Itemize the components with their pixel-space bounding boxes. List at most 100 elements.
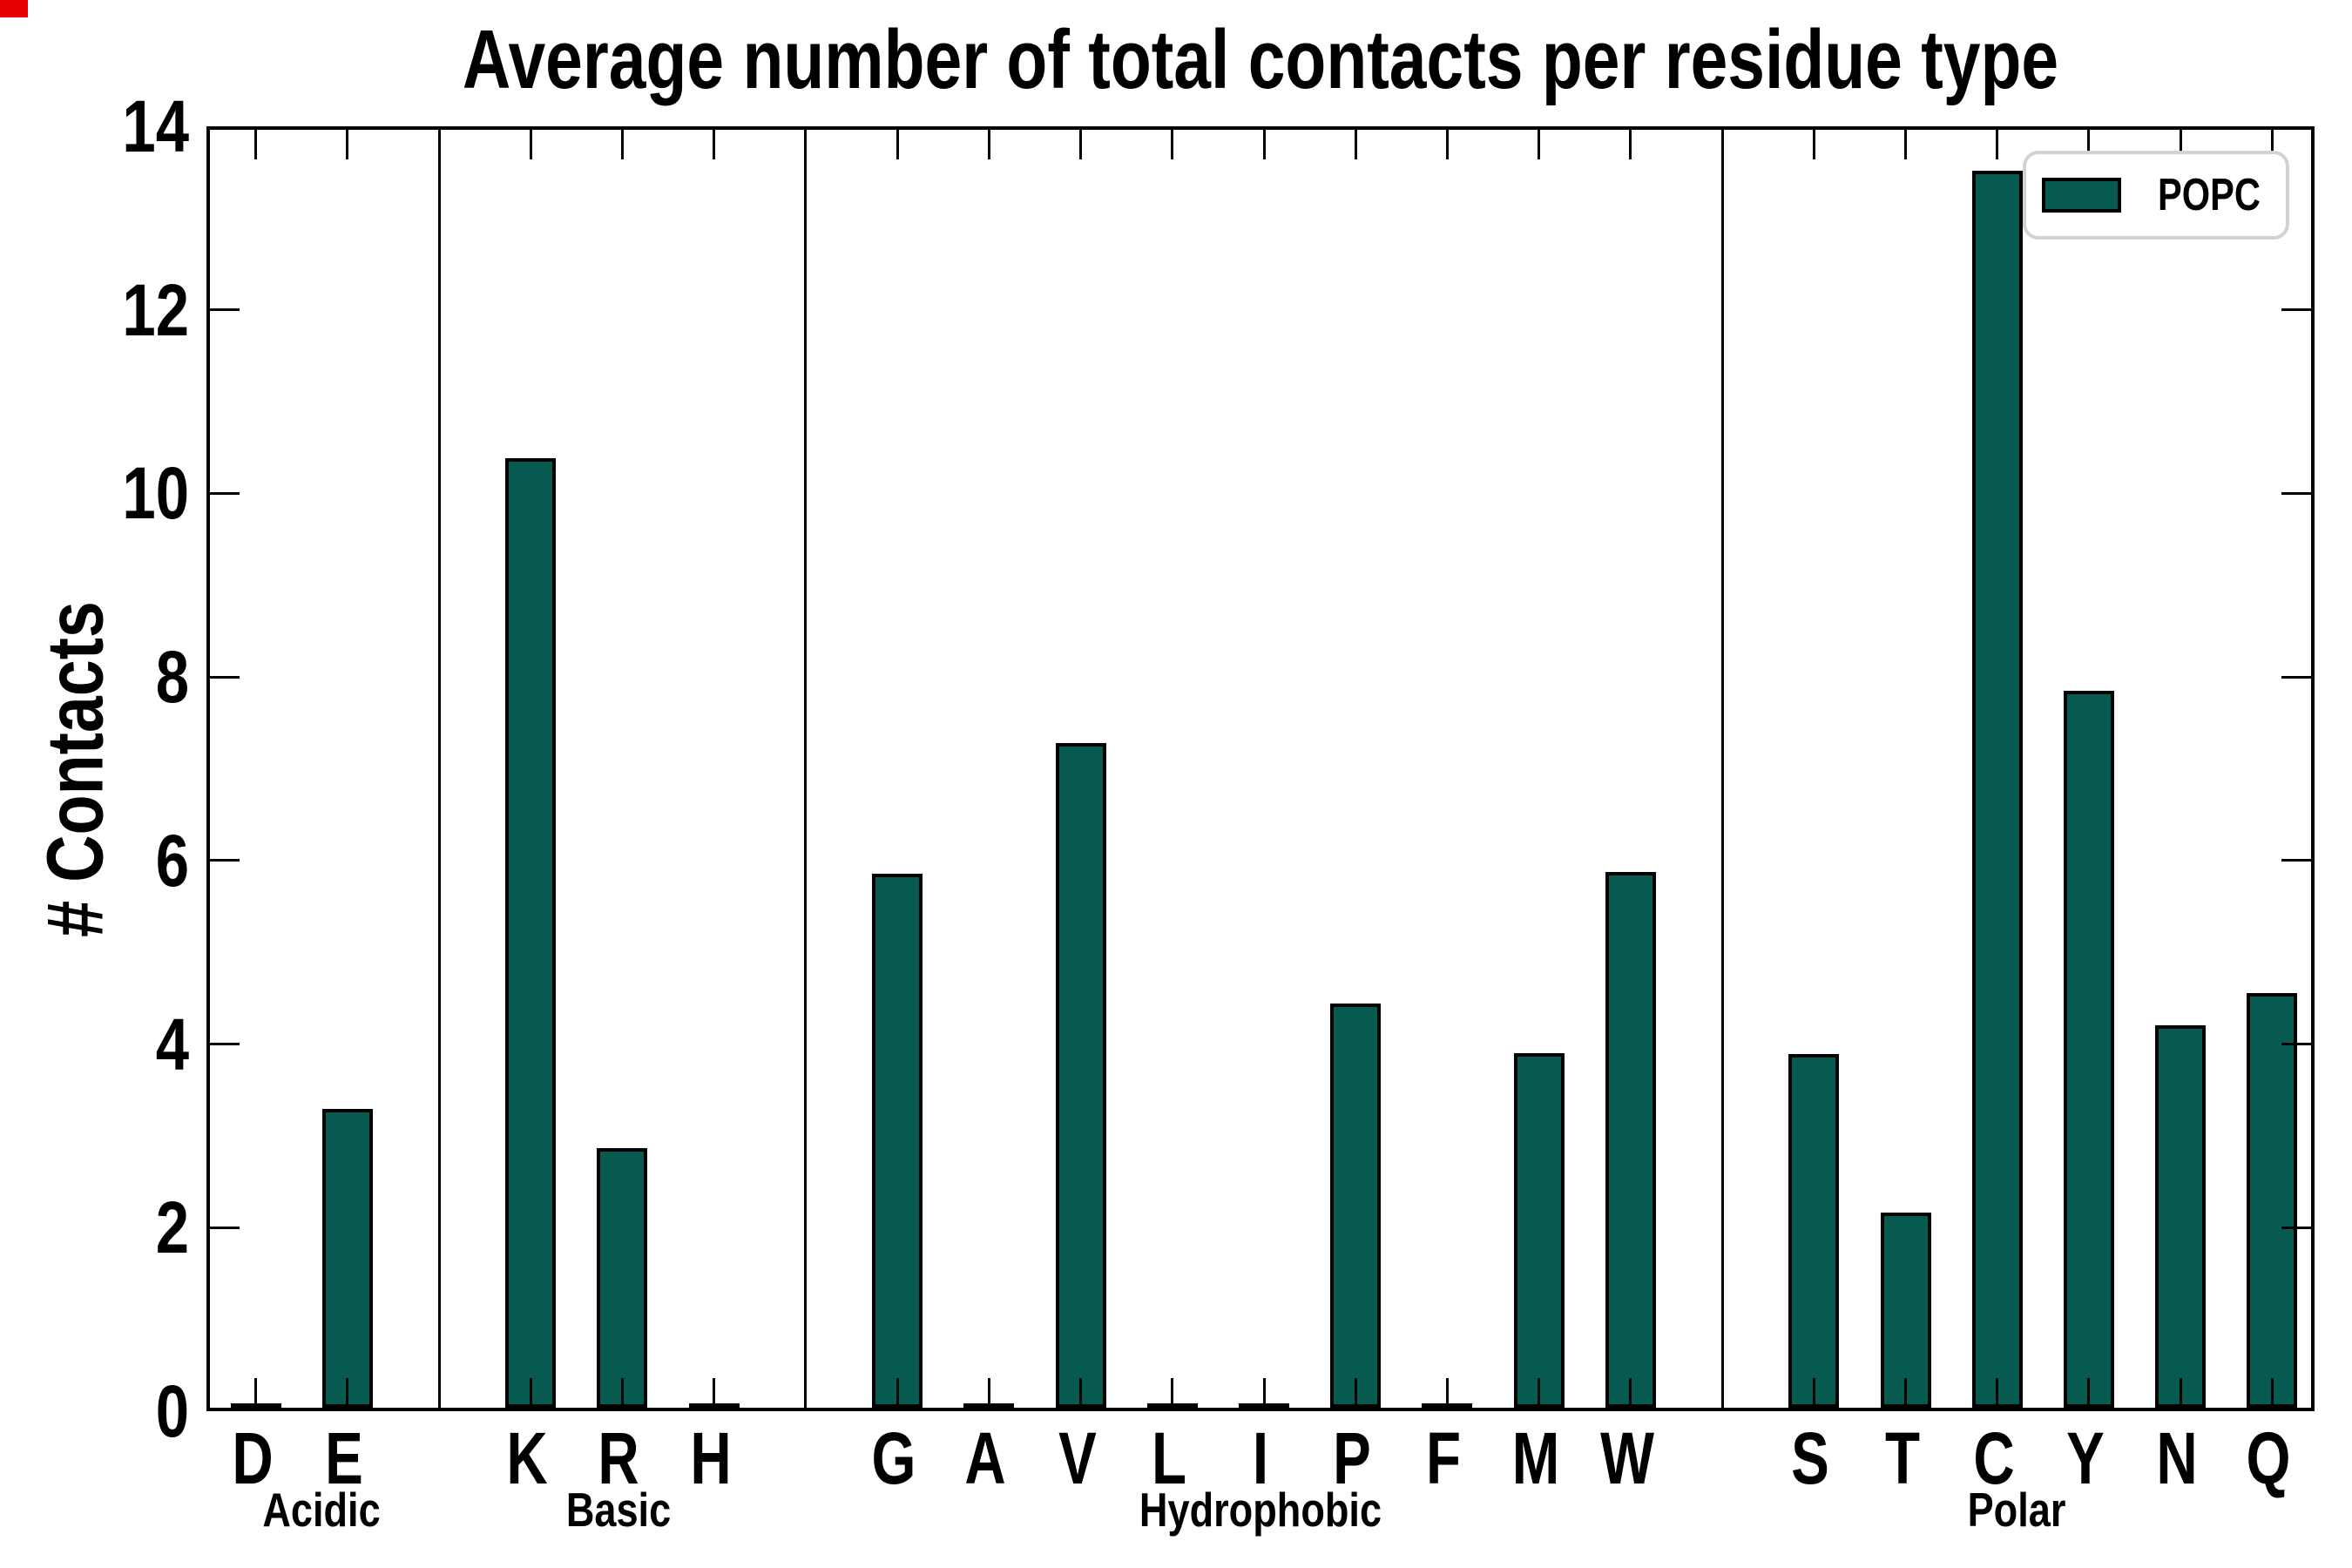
- group-separator: [804, 130, 808, 1408]
- xtick-label-N: N: [2156, 1417, 2198, 1499]
- x-tick: [620, 1378, 624, 1408]
- bar-S: [1788, 1054, 1840, 1408]
- y-tick: [2281, 308, 2311, 312]
- legend-swatch-popc: [2042, 178, 2121, 213]
- x-tick: [987, 130, 990, 159]
- ytick-label-14: 14: [122, 85, 189, 167]
- y-tick: [210, 1043, 240, 1046]
- x-tick: [1996, 1378, 1999, 1408]
- x-tick: [1171, 1378, 1174, 1408]
- x-tick: [896, 1378, 899, 1408]
- x-tick: [2270, 130, 2274, 159]
- bar-Q: [2247, 993, 2298, 1408]
- bar-T: [1880, 1213, 1931, 1408]
- bar-R: [597, 1148, 648, 1408]
- xtick-label-D: D: [231, 1417, 274, 1499]
- bar-W: [1605, 872, 1656, 1408]
- x-tick: [1904, 1378, 1908, 1408]
- x-tick: [529, 1378, 532, 1408]
- legend-label: POPC: [2157, 170, 2261, 220]
- y-tick: [210, 491, 240, 495]
- x-tick: [987, 1378, 990, 1408]
- x-tick: [346, 1378, 349, 1408]
- x-tick: [2087, 1378, 2091, 1408]
- y-tick: [2281, 675, 2311, 679]
- x-tick: [1538, 1378, 1541, 1408]
- group-label-hydrophobic: Hydrophobic: [1139, 1483, 1382, 1537]
- ytick-label-2: 2: [155, 1186, 189, 1269]
- x-tick: [2179, 130, 2182, 159]
- x-tick: [1538, 130, 1541, 159]
- group-label-polar: Polar: [1967, 1483, 2066, 1537]
- xtick-label-L: L: [1151, 1417, 1186, 1499]
- y-axis-label: # Contacts: [30, 601, 120, 937]
- bar-M: [1513, 1053, 1565, 1408]
- x-tick: [1079, 1378, 1083, 1408]
- xtick-label-C: C: [1973, 1417, 2015, 1499]
- x-tick: [896, 130, 899, 159]
- xtick-label-H: H: [690, 1417, 732, 1499]
- bar-K: [505, 458, 557, 1408]
- x-tick: [529, 130, 532, 159]
- y-tick: [210, 675, 240, 679]
- xtick-label-S: S: [1791, 1417, 1830, 1499]
- x-tick: [2270, 1378, 2274, 1408]
- x-tick: [713, 1378, 716, 1408]
- ytick-label-12: 12: [122, 268, 189, 351]
- y-tick: [2281, 1226, 2311, 1229]
- x-tick: [1812, 1378, 1815, 1408]
- bar-P: [1330, 1004, 1382, 1408]
- y-tick: [2281, 491, 2311, 495]
- xtick-label-R: R: [598, 1417, 640, 1499]
- x-tick: [713, 130, 716, 159]
- group-separator: [437, 130, 441, 1408]
- xtick-label-K: K: [506, 1417, 548, 1499]
- bar-N: [2155, 1025, 2207, 1408]
- y-tick: [2281, 1043, 2311, 1046]
- x-tick: [1079, 130, 1083, 159]
- group-label-basic: Basic: [566, 1483, 672, 1537]
- y-tick: [210, 859, 240, 862]
- y-tick: [210, 308, 240, 312]
- ytick-label-0: 0: [155, 1370, 189, 1452]
- bar-C: [1971, 171, 2023, 1408]
- xtick-label-G: G: [871, 1417, 916, 1499]
- x-tick: [1262, 130, 1266, 159]
- xtick-label-P: P: [1333, 1417, 1372, 1499]
- x-tick: [1629, 130, 1632, 159]
- xtick-label-W: W: [1599, 1417, 1654, 1499]
- x-tick: [1812, 130, 1815, 159]
- xtick-label-V: V: [1058, 1417, 1097, 1499]
- legend: POPC: [2023, 151, 2289, 240]
- xtick-label-I: I: [1252, 1417, 1269, 1499]
- x-tick: [1354, 130, 1357, 159]
- xtick-label-E: E: [324, 1417, 363, 1499]
- x-tick: [254, 130, 258, 159]
- ytick-label-10: 10: [122, 452, 189, 535]
- x-tick: [1354, 1378, 1357, 1408]
- x-tick: [1445, 1378, 1449, 1408]
- bar-Y: [2063, 691, 2114, 1408]
- ytick-label-6: 6: [155, 819, 189, 902]
- x-tick: [254, 1378, 258, 1408]
- x-tick: [1171, 130, 1174, 159]
- x-tick: [1445, 130, 1449, 159]
- x-tick: [1996, 130, 1999, 159]
- x-tick: [1629, 1378, 1632, 1408]
- x-tick: [1262, 1378, 1266, 1408]
- xtick-label-Y: Y: [2066, 1417, 2105, 1499]
- xtick-label-T: T: [1884, 1417, 1920, 1499]
- y-tick: [2281, 859, 2311, 862]
- xtick-label-A: A: [964, 1417, 1006, 1499]
- ytick-label-8: 8: [155, 636, 189, 719]
- plot-area: [206, 126, 2315, 1411]
- x-tick: [346, 130, 349, 159]
- bar-V: [1055, 743, 1106, 1408]
- bar-E: [321, 1109, 373, 1408]
- group-separator: [1720, 130, 1724, 1408]
- chart-title: Average number of total contacts per res…: [462, 13, 2059, 106]
- xtick-label-F: F: [1426, 1417, 1462, 1499]
- x-tick: [2179, 1378, 2182, 1408]
- xtick-label-Q: Q: [2246, 1417, 2291, 1499]
